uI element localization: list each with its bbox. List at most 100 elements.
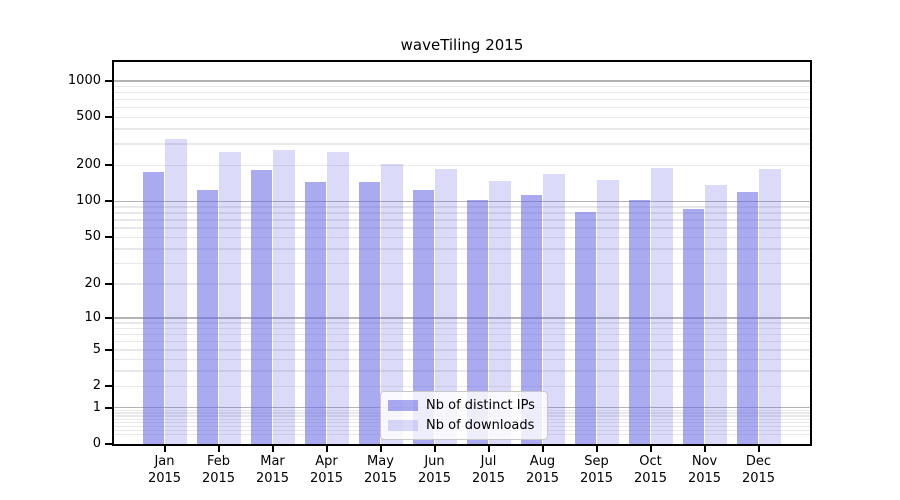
legend-item: Nb of distinct IPs	[388, 397, 535, 414]
x-tick-mark	[217, 446, 220, 452]
x-tick-label: Dec 2015	[741, 454, 776, 486]
bar-downloads	[273, 149, 295, 444]
y-tick-mark	[105, 385, 112, 388]
x-tick-label: May 2015	[363, 454, 398, 486]
chart-title: waveTiling 2015	[400, 36, 524, 54]
y-tick-mark	[105, 116, 112, 119]
y-tick-label: 1000	[67, 72, 101, 88]
bar-distinct-ips	[304, 181, 326, 444]
bar-downloads	[381, 164, 403, 444]
x-tick-label: Oct 2015	[633, 454, 668, 486]
bar-distinct-ips	[142, 172, 164, 444]
x-tick-mark	[487, 446, 490, 452]
gridline-minor	[114, 334, 810, 336]
bar-distinct-ips	[628, 199, 650, 444]
bar-distinct-ips	[466, 199, 488, 444]
y-tick-label: 200	[76, 157, 101, 173]
gridline-minor	[114, 98, 810, 101]
y-tick-mark	[105, 236, 112, 239]
x-tick-label: Mar 2015	[255, 454, 290, 486]
gridline-minor	[114, 248, 810, 250]
gridline-minor	[114, 283, 810, 285]
x-tick-mark	[703, 446, 706, 452]
gridline-minor	[114, 370, 810, 372]
gridline-major	[114, 200, 810, 203]
y-tick-label: 2	[92, 378, 101, 394]
bar-distinct-ips	[358, 182, 380, 444]
gridline-minor	[114, 128, 810, 130]
bar-distinct-ips	[682, 208, 704, 444]
gridline-minor	[114, 358, 810, 361]
x-tick-mark	[649, 446, 652, 452]
x-tick-mark	[163, 446, 166, 452]
x-tick-label: Apr 2015	[309, 454, 344, 486]
bar-downloads	[489, 180, 511, 444]
y-tick-mark	[105, 283, 112, 285]
gridline-minor	[114, 385, 810, 387]
y-tick-mark	[105, 316, 112, 319]
bar-downloads	[435, 169, 457, 444]
bar-distinct-ips	[412, 190, 434, 444]
y-tick-label: 50	[84, 229, 101, 245]
y-tick-label: 100	[76, 193, 101, 209]
gridline-minor	[114, 164, 810, 166]
bar-distinct-ips	[574, 212, 596, 444]
bar-downloads	[165, 139, 187, 444]
gridline-minor	[114, 116, 810, 118]
legend-label: Nb of downloads	[426, 418, 535, 433]
x-tick-label: Feb 2015	[201, 454, 236, 486]
bar-downloads	[543, 173, 565, 444]
bar-downloads	[219, 151, 241, 444]
y-tick-label: 1	[92, 399, 101, 415]
gridline-minor	[114, 349, 810, 351]
x-tick-label: Jun 2015	[417, 454, 452, 486]
gridline-minor	[114, 327, 810, 330]
bar-distinct-ips	[520, 195, 542, 444]
gridline-minor	[114, 227, 810, 229]
gridline-minor	[114, 206, 810, 208]
legend-item: Nb of downloads	[388, 417, 535, 434]
x-tick-label: Jul 2015	[471, 454, 506, 486]
legend-label: Nb of distinct IPs	[426, 398, 535, 413]
x-tick-mark	[757, 446, 760, 452]
y-tick-mark	[105, 443, 112, 445]
x-tick-mark	[379, 446, 382, 452]
gridline-minor	[114, 262, 810, 265]
gridline-minor	[114, 322, 810, 324]
x-tick-mark	[325, 446, 328, 452]
gridline-minor	[114, 212, 810, 214]
y-tick-mark	[105, 79, 112, 82]
bar-downloads	[651, 168, 673, 444]
gridline-minor	[114, 143, 810, 145]
x-tick-label: Aug 2015	[525, 454, 560, 486]
gridline-major	[114, 80, 810, 82]
y-tick-label: 500	[76, 109, 101, 125]
x-tick-mark	[433, 446, 436, 452]
bar-downloads	[759, 169, 781, 444]
bar-downloads	[705, 185, 727, 444]
y-tick-mark	[105, 200, 112, 203]
y-tick-mark	[105, 164, 112, 167]
legend-swatch-downloads	[388, 420, 418, 431]
bar-downloads	[597, 179, 619, 444]
gridline-major	[114, 317, 810, 319]
legend: Nb of distinct IPs Nb of downloads	[380, 391, 548, 440]
bar-distinct-ips	[196, 189, 218, 444]
x-tick-label: Jan 2015	[147, 454, 182, 486]
gridline-minor	[114, 341, 810, 343]
y-tick-mark	[105, 406, 112, 409]
legend-swatch-distinct-ips	[388, 400, 418, 411]
y-tick-mark	[105, 348, 112, 351]
bar-downloads	[327, 151, 349, 444]
bar-distinct-ips	[736, 191, 758, 444]
bar-distinct-ips	[250, 169, 272, 444]
gridline-minor	[114, 236, 810, 239]
gridline-minor	[114, 91, 810, 94]
x-tick-mark	[595, 446, 598, 452]
x-tick-mark	[271, 446, 274, 452]
y-tick-label: 20	[84, 276, 101, 291]
x-tick-label: Nov 2015	[687, 454, 722, 486]
gridline-minor	[114, 85, 810, 88]
x-tick-mark	[541, 446, 544, 452]
y-tick-label: 10	[84, 309, 101, 325]
